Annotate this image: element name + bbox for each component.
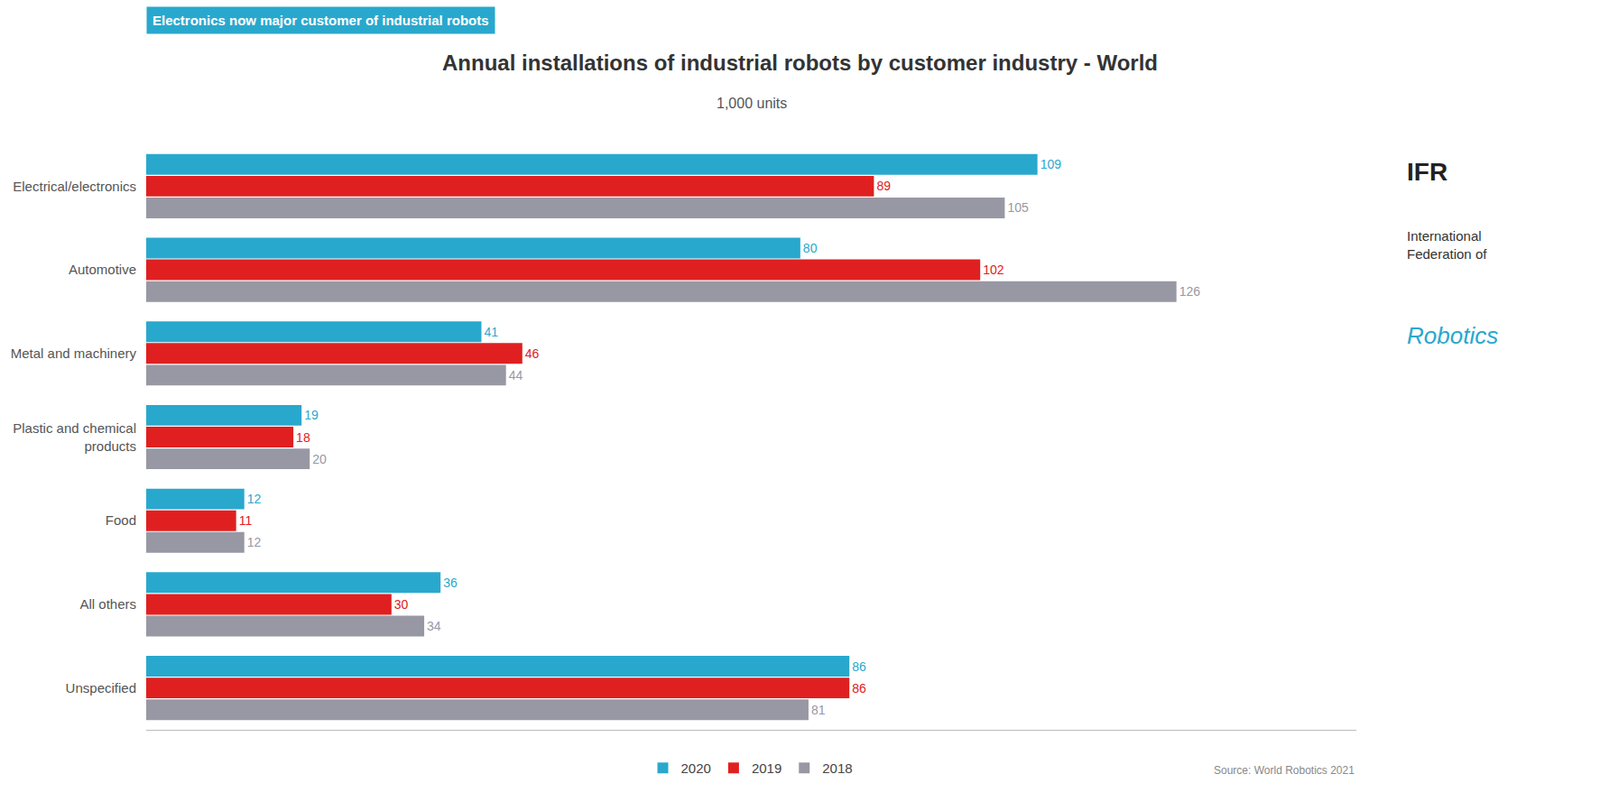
svg-text:2018: 2018 <box>822 760 852 777</box>
svg-text:Food: Food <box>105 512 137 528</box>
svg-text:18: 18 <box>295 430 311 445</box>
svg-text:Metal and machinery: Metal and machinery <box>10 345 138 361</box>
svg-text:126: 126 <box>1179 284 1202 299</box>
svg-text:44: 44 <box>508 368 524 383</box>
svg-text:19: 19 <box>304 407 319 423</box>
svg-text:46: 46 <box>525 346 540 361</box>
svg-text:1,000 units: 1,000 units <box>716 95 787 111</box>
svg-text:20: 20 <box>312 452 327 467</box>
svg-text:Plastic and chemicalproducts: Plastic and chemicalproducts <box>12 420 137 454</box>
svg-text:All others: All others <box>79 596 137 612</box>
svg-text:2020: 2020 <box>681 760 712 777</box>
svg-text:Electrical/electronics: Electrical/electronics <box>12 178 137 195</box>
svg-text:Electronics now major customer: Electronics now major customer of indust… <box>152 12 490 28</box>
svg-text:12: 12 <box>247 535 262 550</box>
svg-text:41: 41 <box>483 324 499 340</box>
svg-text:Source: World Robotics 2021: Source: World Robotics 2021 <box>1213 764 1355 777</box>
svg-text:80: 80 <box>803 240 818 256</box>
svg-text:36: 36 <box>443 575 458 591</box>
svg-text:86: 86 <box>851 681 867 696</box>
svg-text:Unspecified: Unspecified <box>65 680 137 696</box>
svg-text:11: 11 <box>239 513 253 528</box>
svg-text:30: 30 <box>394 597 409 612</box>
svg-text:86: 86 <box>851 659 867 675</box>
svg-text:2019: 2019 <box>751 760 782 777</box>
svg-text:InternationalFederation of: InternationalFederation of <box>1406 228 1488 262</box>
svg-text:12: 12 <box>247 491 262 507</box>
svg-text:105: 105 <box>1007 200 1029 215</box>
svg-text:81: 81 <box>811 702 826 718</box>
svg-text:34: 34 <box>426 619 442 634</box>
svg-text:Annual installations of indust: Annual installations of industrial robot… <box>442 50 1158 75</box>
svg-text:Automotive: Automotive <box>68 261 137 278</box>
svg-text:Robotics: Robotics <box>1406 322 1499 350</box>
svg-text:109: 109 <box>1040 157 1063 172</box>
svg-text:IFR: IFR <box>1406 157 1448 186</box>
svg-text:89: 89 <box>876 178 891 194</box>
svg-text:102: 102 <box>982 262 1005 278</box>
